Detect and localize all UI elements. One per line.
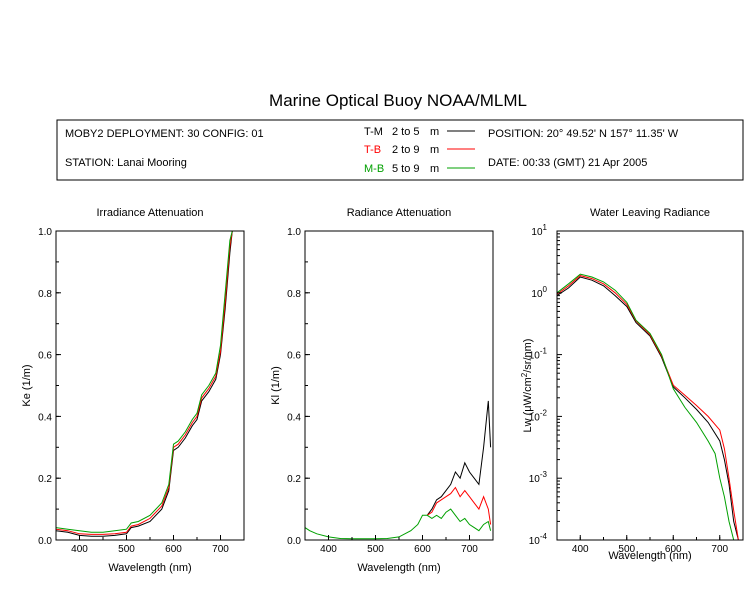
radiance-panel-title: Radiance Attenuation <box>347 207 452 219</box>
legend-code-tm: T-M <box>364 126 383 138</box>
radiance-x-tick-label: 700 <box>461 544 478 555</box>
lw-y-tick-label: 10-1 <box>529 347 548 362</box>
depth-legend: T-M 2 to 5 m T-B 2 to 9 m M-B 5 to 9 m <box>364 126 475 175</box>
irradiance-panel-title: Irradiance Attenuation <box>96 207 203 219</box>
header-box: MOBY2 DEPLOYMENT: 30 CONFIG: 01 STATION:… <box>56 119 744 181</box>
legend-unit-mb: m <box>430 163 439 175</box>
lw-y-tick-label: 101 <box>531 223 547 238</box>
lw-x-axis-label: Wavelength (nm) <box>608 550 691 562</box>
irradiance-x-axis-label: Wavelength (nm) <box>108 562 191 574</box>
radiance-plot-frame <box>304 230 494 541</box>
radiance-x-tick-label: 400 <box>320 544 337 555</box>
page-title: Marine Optical Buoy NOAA/MLML <box>269 91 527 110</box>
irradiance-y-tick-label: 0.8 <box>38 289 52 300</box>
legend-range-tb: 2 to 9 <box>392 144 420 156</box>
irradiance-y-tick-label: 0.2 <box>38 474 52 485</box>
radiance-series-m-b <box>305 508 492 540</box>
panel-water-leaving-radiance: Water Leaving Radiance 400 500 600 700 101 100… <box>520 207 744 562</box>
lw-series-m-b <box>557 273 739 540</box>
header-border <box>56 119 744 181</box>
irradiance-y-tick-label: 0.0 <box>38 536 52 547</box>
legend-range-mb: 5 to 9 <box>392 163 420 175</box>
deployment-label: MOBY2 DEPLOYMENT: 30 CONFIG: 01 <box>65 128 264 140</box>
irradiance-y-tick-label: 1.0 <box>38 227 52 238</box>
position-label: POSITION: 20° 49.52' N 157° 11.35' W <box>488 128 679 140</box>
radiance-series-t-m <box>426 400 492 516</box>
radiance-y-tick-label: 0.8 <box>287 289 301 300</box>
irradiance-x-tick-label: 600 <box>165 544 182 555</box>
panel-irradiance-attenuation: Irradiance Attenuation 400 500 600 700 0.0 0.2… <box>21 207 245 574</box>
legend-range-tm: 2 to 5 <box>392 126 420 138</box>
lw-y-axis-label: Lw (μW/cm2/sr/nm) <box>520 339 534 433</box>
irradiance-series-t-b <box>56 231 233 535</box>
legend-code-mb: M-B <box>364 163 384 175</box>
radiance-series-t-b <box>426 486 492 525</box>
lw-series-t-b <box>557 275 739 540</box>
irradiance-x-tick-label: 400 <box>71 544 88 555</box>
lw-x-tick-label: 600 <box>665 544 682 555</box>
irradiance-y-tick-label: 0.6 <box>38 351 52 362</box>
irradiance-y-axis-label: Ke (1/m) <box>21 364 33 406</box>
lw-x-tick-label: 700 <box>711 544 728 555</box>
irradiance-plot-frame <box>55 230 245 541</box>
lw-y-tick-label: 10-2 <box>529 408 548 423</box>
lw-series-t-m <box>557 276 739 540</box>
panel-radiance-attenuation: Radiance Attenuation 400 500 600 700 0.0 0.2 0.… <box>270 207 494 574</box>
radiance-y-tick-label: 0.6 <box>287 351 301 362</box>
radiance-y-tick-label: 0.0 <box>287 536 301 547</box>
lw-plot-frame <box>556 230 744 541</box>
legend-unit-tm: m <box>430 126 439 138</box>
irradiance-y-tick-label: 0.4 <box>38 412 52 423</box>
lw-x-tick-label: 500 <box>618 544 635 555</box>
irradiance-x-tick-label: 700 <box>212 544 229 555</box>
radiance-x-axis-label: Wavelength (nm) <box>357 562 440 574</box>
radiance-y-tick-label: 0.2 <box>287 474 301 485</box>
radiance-y-tick-label: 0.4 <box>287 412 301 423</box>
radiance-x-tick-label: 500 <box>367 544 384 555</box>
irradiance-series-t-m <box>56 231 233 537</box>
date-label: DATE: 00:33 (GMT) 21 Apr 2005 <box>488 157 647 169</box>
station-label: STATION: Lanai Mooring <box>65 157 187 169</box>
radiance-x-tick-label: 600 <box>414 544 431 555</box>
irradiance-x-tick-label: 500 <box>118 544 135 555</box>
legend-code-tb: T-B <box>364 144 381 156</box>
lw-x-tick-label: 400 <box>572 544 589 555</box>
lw-panel-title: Water Leaving Radiance <box>590 207 710 219</box>
irradiance-series-m-b <box>56 231 233 533</box>
radiance-y-axis-label: Kl (1/m) <box>270 366 282 405</box>
radiance-y-tick-label: 1.0 <box>287 227 301 238</box>
legend-unit-tb: m <box>430 144 439 156</box>
lw-y-tick-label: 100 <box>531 285 547 300</box>
lw-y-tick-label: 10-4 <box>529 532 548 547</box>
lw-y-tick-label: 10-3 <box>529 470 548 485</box>
